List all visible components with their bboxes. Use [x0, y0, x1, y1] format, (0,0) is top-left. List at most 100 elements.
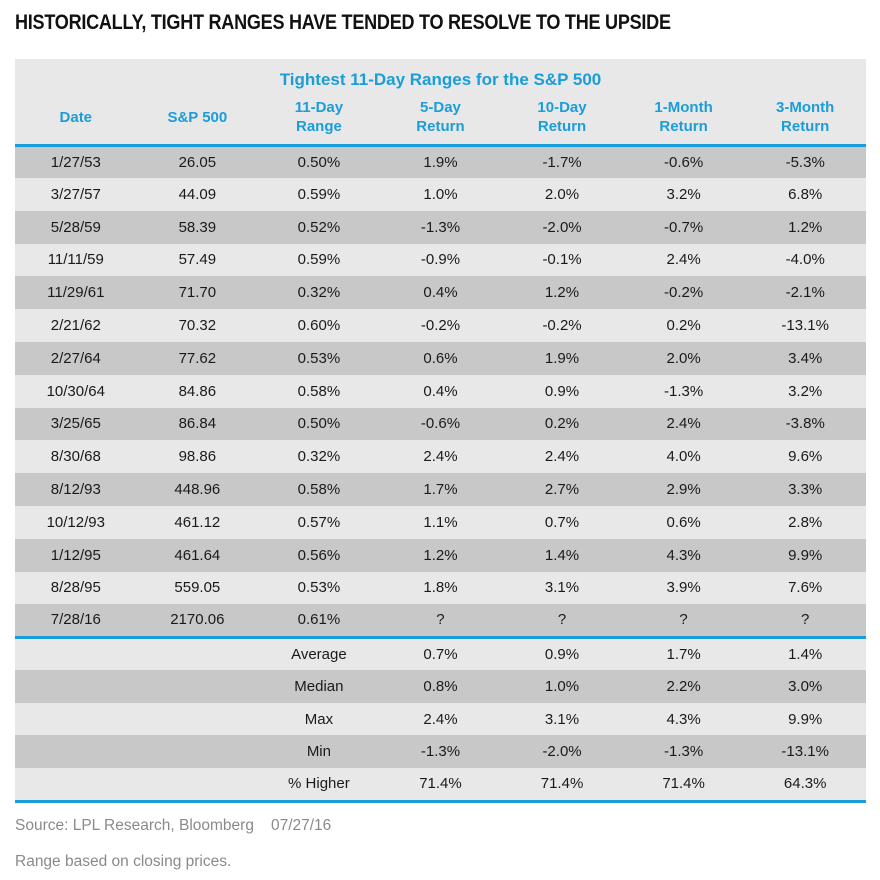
- column-header: Date: [15, 94, 137, 147]
- table-cell: 3.2%: [622, 177, 745, 211]
- table-cell: -0.2%: [379, 309, 502, 342]
- summary-cell: [15, 669, 137, 703]
- table-cell: ?: [622, 604, 745, 639]
- table-row: 3/25/65 86.84 0.50% -0.6% 0.2% 2.4% -3.8%: [15, 407, 866, 441]
- table-cell: 86.84: [136, 407, 259, 441]
- summary-label: % Higher: [258, 768, 380, 803]
- source-text: Source: LPL Research, Bloomberg: [15, 816, 254, 834]
- table-cell: 7/28/16: [15, 604, 137, 639]
- table-cell: 1.0%: [379, 177, 502, 211]
- summary-cell: 1.4%: [744, 637, 866, 670]
- summary-row: Min -1.3% -2.0% -1.3% -13.1%: [15, 735, 866, 769]
- table-cell: 84.86: [136, 374, 259, 408]
- source-line: Source: LPL Research, Bloomberg 07/27/16: [15, 817, 880, 835]
- table-cell: 2.8%: [744, 505, 866, 539]
- table-cell: ?: [501, 604, 623, 639]
- table-row: 3/27/57 44.09 0.59% 1.0% 2.0% 3.2% 6.8%: [15, 177, 866, 211]
- table-cell: 8/30/68: [15, 440, 137, 474]
- summary-cell: 1.7%: [622, 637, 745, 670]
- table-cell: 57.49: [136, 243, 259, 277]
- summary-cell: -1.3%: [379, 735, 502, 769]
- table-cell: ?: [744, 604, 866, 639]
- table-cell: 3.1%: [501, 571, 623, 605]
- table-cell: 1.2%: [379, 538, 502, 572]
- table-cell: 3.4%: [744, 341, 866, 375]
- table-cell: 26.05: [136, 145, 259, 178]
- table-cell: 2/21/62: [15, 309, 137, 342]
- table-cell: 0.32%: [258, 276, 380, 310]
- summary-cell: [15, 702, 137, 736]
- summary-cell: [136, 768, 259, 803]
- table-cell: 3.9%: [622, 571, 745, 605]
- table-cell: 4.3%: [622, 538, 745, 572]
- table-cell: 448.96: [136, 473, 259, 506]
- table-cell: 2.4%: [501, 440, 623, 474]
- column-header: 10-Day Return: [501, 94, 623, 147]
- table-cell: -4.0%: [744, 243, 866, 277]
- page-title: HISTORICALLY, TIGHT RANGES HAVE TENDED T…: [15, 11, 671, 34]
- table-cell: 9.6%: [744, 440, 866, 474]
- table-row: 1/27/53 26.05 0.50% 1.9% -1.7% -0.6% -5.3%: [15, 145, 866, 178]
- table-cell: 1.9%: [379, 145, 502, 178]
- summary-cell: 71.4%: [501, 768, 623, 803]
- table-cell: 2.4%: [622, 243, 745, 277]
- summary-cell: -1.3%: [622, 735, 745, 769]
- table-row: 8/12/93 448.96 0.58% 1.7% 2.7% 2.9% 3.3%: [15, 473, 866, 506]
- table-cell: 10/12/93: [15, 505, 137, 539]
- table-cell: 2.4%: [622, 407, 745, 441]
- table-cell: 0.57%: [258, 505, 380, 539]
- table-cell: 1.7%: [379, 473, 502, 506]
- table-cell: 7.6%: [744, 571, 866, 605]
- table-cell: 0.56%: [258, 538, 380, 572]
- summary-cell: [15, 637, 137, 670]
- table-cell: 0.7%: [501, 505, 623, 539]
- summary-row: Max 2.4% 3.1% 4.3% 9.9%: [15, 702, 866, 736]
- ranges-table: Tightest 11-Day Ranges for the S&P 500 D…: [15, 59, 866, 803]
- table-cell: -1.3%: [622, 374, 745, 408]
- summary-cell: -2.0%: [501, 735, 623, 769]
- summary-cell: [15, 735, 137, 769]
- column-header: S&P 500: [136, 94, 259, 147]
- table-cell: ?: [379, 604, 502, 639]
- table-cell: 0.61%: [258, 604, 380, 639]
- table-row: 2/21/62 70.32 0.60% -0.2% -0.2% 0.2% -13.1%: [15, 309, 866, 342]
- summary-cell: [15, 768, 137, 803]
- table-cell: -1.3%: [379, 210, 502, 244]
- table-cell: -0.9%: [379, 243, 502, 277]
- table-header: Tightest 11-Day Ranges for the S&P 500 D…: [15, 59, 866, 147]
- table-cell: 2170.06: [136, 604, 259, 639]
- table-cell: 0.53%: [258, 571, 380, 605]
- summary-label: Average: [258, 637, 380, 670]
- table-cell: 2.7%: [501, 473, 623, 506]
- summary-cell: 2.2%: [622, 669, 745, 703]
- table-cell: 1.8%: [379, 571, 502, 605]
- table-cell: 461.64: [136, 538, 259, 572]
- summary-row: % Higher 71.4% 71.4% 71.4% 64.3%: [15, 768, 866, 803]
- table-cell: -0.2%: [622, 276, 745, 310]
- summary-label: Max: [258, 702, 380, 736]
- table-cell: 58.39: [136, 210, 259, 244]
- table-cell: -0.6%: [379, 407, 502, 441]
- table-row: 8/30/68 98.86 0.32% 2.4% 2.4% 4.0% 9.6%: [15, 440, 866, 474]
- summary-cell: 3.0%: [744, 669, 866, 703]
- table-row: 10/30/64 84.86 0.58% 0.4% 0.9% -1.3% 3.2%: [15, 374, 866, 408]
- table-cell: 0.4%: [379, 374, 502, 408]
- table-cell: 0.59%: [258, 243, 380, 277]
- summary-cell: 64.3%: [744, 768, 866, 803]
- table-cell: 461.12: [136, 505, 259, 539]
- summary-cell: 0.9%: [501, 637, 623, 670]
- table-cell: -1.7%: [501, 145, 623, 178]
- table-cell: 0.50%: [258, 407, 380, 441]
- table-cell: 70.32: [136, 309, 259, 342]
- summary-row: Median 0.8% 1.0% 2.2% 3.0%: [15, 669, 866, 703]
- table-cell: 559.05: [136, 571, 259, 605]
- table-cell: 0.58%: [258, 473, 380, 506]
- table-cell: 8/28/95: [15, 571, 137, 605]
- summary-cell: 71.4%: [622, 768, 745, 803]
- table-row: 1/12/95 461.64 0.56% 1.2% 1.4% 4.3% 9.9%: [15, 538, 866, 572]
- summary-cell: 2.4%: [379, 702, 502, 736]
- summary-cell: -13.1%: [744, 735, 866, 769]
- table-cell: 3/25/65: [15, 407, 137, 441]
- table-cell: 6.8%: [744, 177, 866, 211]
- table-cell: 2.0%: [622, 341, 745, 375]
